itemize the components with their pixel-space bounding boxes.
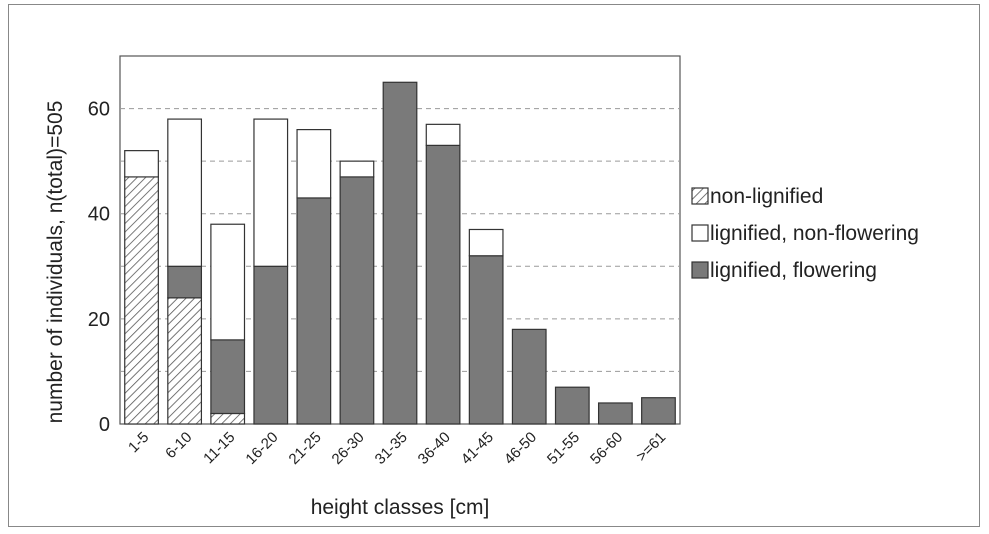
x-tick-label: 11-15	[200, 429, 238, 467]
bar-lignified-flowering--61	[641, 397, 676, 425]
legend: non-lignified lignified, non-flowering lig…	[691, 185, 919, 282]
bar-lignified-flowering-21-25	[296, 197, 332, 425]
y-tick-label: 60	[88, 99, 110, 121]
bar-lignified-non-flowering-1-5	[124, 150, 159, 178]
x-tick-label: 56-60	[587, 429, 626, 468]
bar-lignified-non-flowering-26-30	[339, 160, 375, 178]
bar-non-lignified-11-15	[210, 412, 246, 425]
bar-lignified-non-flowering-36-40	[425, 123, 461, 146]
bar-lignified-non-flowering-41-45	[468, 228, 504, 257]
x-tick-label: 51-55	[544, 429, 583, 468]
y-axis-title: number of individuals, n(total)=505	[44, 101, 67, 424]
bar-lignified-non-flowering-21-25	[296, 129, 332, 199]
x-tick-label: 1-5	[125, 429, 152, 456]
x-tick-label: 6-10	[162, 429, 195, 462]
bar-lignified-flowering-46-50	[511, 328, 547, 425]
y-tick-label: 20	[88, 309, 110, 331]
bar-lignified-non-flowering-11-15	[210, 223, 246, 341]
bar-lignified-flowering-31-35	[382, 81, 418, 425]
bar-non-lignified-6-10	[167, 297, 203, 425]
x-tick-label: 46-50	[501, 429, 540, 468]
x-tick-label: 21-25	[286, 429, 325, 468]
bar-lignified-flowering-51-55	[554, 386, 590, 425]
bar-lignified-non-flowering-6-10	[167, 118, 203, 267]
x-tick-label: 31-35	[372, 429, 411, 468]
bar-lignified-flowering-36-40	[425, 144, 461, 425]
bar-lignified-flowering-26-30	[339, 176, 375, 425]
legend-swatch	[691, 224, 709, 242]
x-tick-label: 36-40	[415, 429, 454, 468]
legend-swatch	[691, 261, 709, 279]
bar-lignified-flowering-56-60	[597, 402, 633, 425]
x-tick-label: 16-20	[242, 429, 281, 468]
bar-lignified-non-flowering-16-20	[253, 118, 289, 267]
bar-lignified-flowering-6-10	[167, 265, 203, 299]
x-tick-label: 41-45	[458, 429, 497, 468]
bar-lignified-flowering-16-20	[253, 265, 289, 425]
bar-non-lignified-1-5	[124, 176, 159, 425]
legend-label: lignified, flowering	[710, 259, 877, 282]
bar-lignified-flowering-11-15	[210, 339, 246, 415]
x-tick-label: 26-30	[329, 429, 368, 468]
y-tick-label: 40	[88, 204, 110, 226]
legend-label: lignified, non-flowering	[710, 222, 919, 245]
bar-lignified-flowering-41-45	[468, 255, 504, 425]
x-tick-label: >=61	[633, 429, 669, 465]
legend-swatch	[691, 187, 709, 205]
x-axis-title: height classes [cm]	[311, 496, 490, 519]
legend-label: non-lignified	[710, 185, 823, 208]
y-tick-label: 0	[99, 414, 110, 436]
